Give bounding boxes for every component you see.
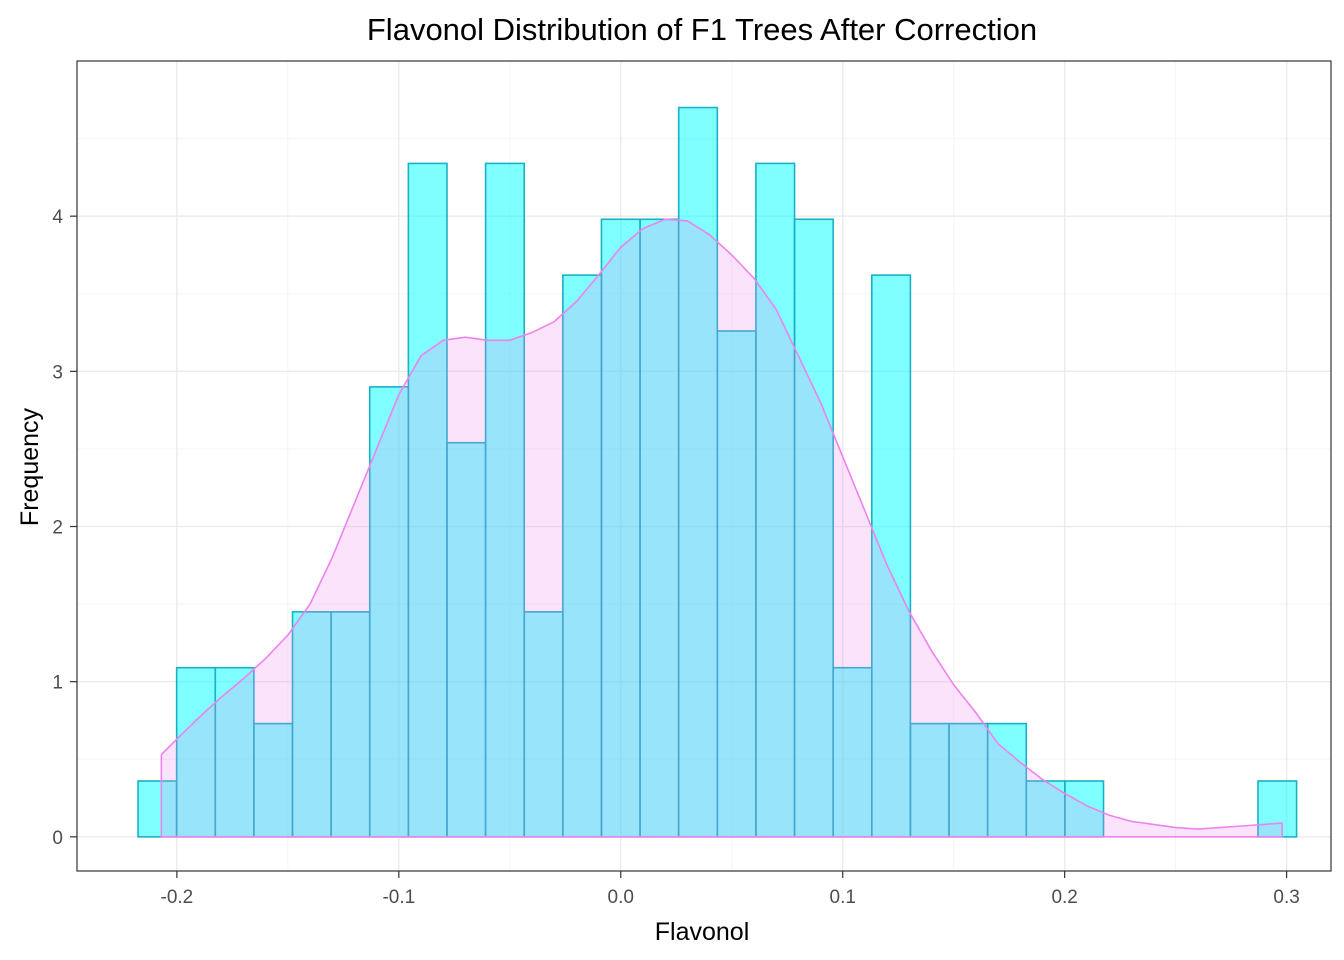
chart-title: Flavonol Distribution of F1 Trees After …	[367, 12, 1037, 47]
histogram-bar	[253, 722, 294, 838]
histogram-bar	[523, 611, 564, 838]
y-axis: 0 1 2 3 4	[52, 207, 77, 849]
histogram-bar	[870, 274, 912, 838]
histogram-bar	[600, 218, 641, 838]
histogram-bar	[716, 330, 757, 838]
x-tick-label: 0.3	[1273, 887, 1299, 908]
density-curve	[160, 218, 1283, 830]
histogram-bar	[755, 162, 796, 838]
x-axis-title: Flavonol	[655, 918, 750, 946]
x-axis: -0.2 -0.1 0.0 0.1 0.2 0.3	[161, 871, 1300, 908]
y-tick-label: 3	[52, 362, 63, 383]
panel-border	[76, 60, 1332, 872]
histogram-bar	[407, 162, 448, 838]
histogram-bars	[137, 106, 1298, 838]
histogram-bar	[291, 611, 332, 838]
histogram-bar	[677, 106, 719, 838]
x-tick-label: -0.1	[382, 887, 415, 908]
histogram-bar	[1257, 780, 1298, 838]
density-area	[161, 219, 1283, 837]
histogram-bar	[639, 218, 680, 838]
x-tick-label: 0.1	[830, 887, 856, 908]
histogram-bar	[562, 274, 603, 838]
y-tick-label: 4	[52, 207, 63, 228]
y-axis-title: Frequency	[16, 407, 44, 526]
density-layer	[160, 218, 1283, 838]
x-tick-label: -0.2	[161, 887, 194, 908]
histogram-bar	[948, 722, 989, 838]
y-tick-label: 1	[52, 673, 63, 694]
x-tick-label: 0.2	[1051, 887, 1077, 908]
histogram-bar	[986, 722, 1028, 838]
y-tick-label: 0	[52, 828, 63, 849]
y-tick-label: 2	[52, 518, 63, 539]
histogram-bar	[793, 218, 834, 838]
x-tick-label: 0.0	[608, 887, 634, 908]
plot-panel	[76, 60, 1332, 872]
